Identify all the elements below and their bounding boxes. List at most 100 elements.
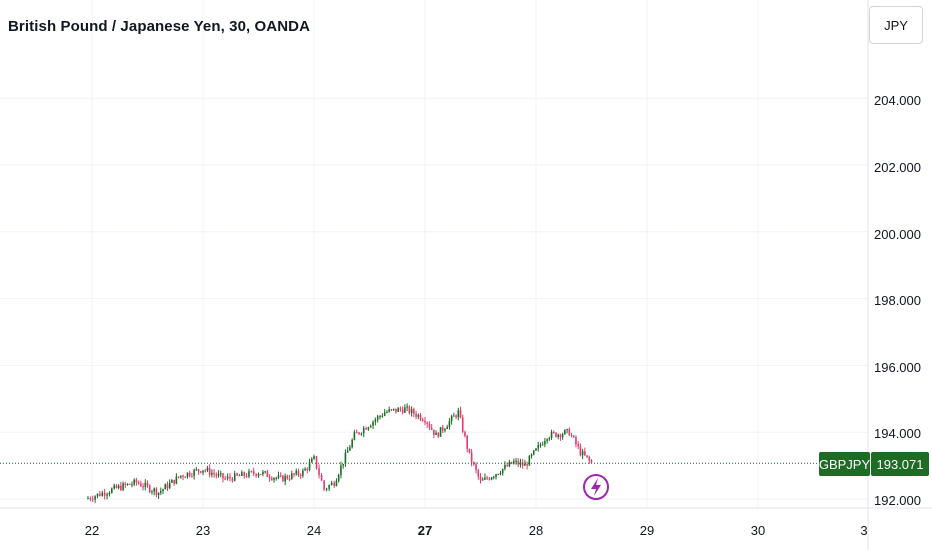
- candle-body: [126, 483, 129, 485]
- last-price-badge: GBPJPY 193.071: [819, 452, 929, 476]
- candle-body: [140, 483, 142, 487]
- candle-body: [266, 471, 269, 477]
- candle-body: [252, 471, 255, 474]
- candle-body: [530, 454, 533, 457]
- candle-body: [564, 430, 566, 435]
- candle-body: [362, 428, 365, 434]
- currency-button[interactable]: JPY: [869, 6, 923, 44]
- candle-body: [302, 470, 304, 476]
- candle-body: [446, 426, 448, 429]
- candle-body: [528, 456, 531, 466]
- candle-body: [546, 439, 548, 442]
- candle-body: [111, 488, 113, 493]
- candle-body: [197, 469, 200, 472]
- candle-body: [148, 485, 151, 492]
- candle-body: [291, 473, 293, 479]
- candle-body: [342, 463, 344, 466]
- candle-body: [399, 408, 402, 410]
- candle-body: [137, 482, 140, 484]
- candle-body: [421, 419, 424, 421]
- candle-body: [328, 485, 330, 489]
- candle-body: [262, 471, 264, 475]
- candle-body: [191, 475, 193, 477]
- candle-body: [358, 432, 360, 434]
- grid: [0, 0, 868, 508]
- candle-body: [215, 474, 218, 476]
- candle-body: [395, 408, 397, 412]
- candle-body: [433, 429, 435, 435]
- x-tick-label: 29: [640, 523, 654, 538]
- candle-body: [120, 485, 122, 491]
- candle-body: [461, 417, 464, 432]
- candle-body: [115, 485, 118, 488]
- candle-body: [241, 472, 243, 476]
- candle-body: [484, 477, 486, 480]
- y-tick-label: 192.000: [874, 493, 921, 508]
- candle-body: [222, 473, 224, 479]
- candle-body: [128, 483, 131, 485]
- time-axis[interactable]: 22 23 24 27 28 29 30 3: [85, 523, 868, 538]
- candle-body: [238, 475, 241, 477]
- candle-body: [250, 471, 253, 473]
- candle-body: [94, 496, 96, 500]
- candle-body: [245, 475, 248, 477]
- candle-body: [142, 486, 144, 488]
- x-tick-label: 27: [418, 523, 432, 538]
- candle-body: [255, 473, 257, 476]
- candle-body: [376, 416, 379, 420]
- candle-body: [365, 428, 367, 430]
- candle-body: [193, 469, 195, 476]
- candle-body: [259, 474, 262, 476]
- candle-body: [295, 470, 298, 475]
- candle-body: [419, 414, 422, 420]
- candle-body: [353, 432, 356, 440]
- candle-body: [195, 469, 198, 471]
- price-axis[interactable]: 204.000 202.000 200.000 198.000 196.000 …: [874, 93, 921, 508]
- y-tick-label: 204.000: [874, 93, 921, 108]
- candle-body: [288, 478, 291, 480]
- candle-body: [561, 434, 564, 438]
- lightning-icon[interactable]: [583, 474, 609, 500]
- candle-body: [160, 490, 162, 493]
- candle-body: [557, 434, 559, 437]
- candle-body: [89, 498, 92, 500]
- candle-body: [173, 479, 175, 484]
- candle-body: [286, 475, 289, 479]
- candle-body: [424, 420, 426, 423]
- candle-body: [340, 465, 342, 475]
- candle-body: [257, 474, 260, 476]
- candle-body: [406, 406, 408, 408]
- candle-body: [96, 493, 99, 497]
- candle-body: [559, 434, 562, 438]
- candle-body: [108, 492, 111, 495]
- candle-body: [133, 479, 135, 485]
- candle-body: [506, 465, 508, 467]
- candle-body: [330, 482, 333, 486]
- candle-body: [297, 470, 300, 475]
- candle-body: [470, 452, 473, 463]
- candle-body: [374, 419, 377, 422]
- candle-body: [208, 467, 211, 475]
- candle-body: [323, 480, 325, 490]
- candle-body: [392, 408, 395, 410]
- candle-body: [579, 446, 582, 456]
- candle-body: [135, 479, 138, 483]
- candle-body: [320, 475, 323, 481]
- candle-body: [415, 413, 417, 417]
- candle-body: [475, 464, 477, 471]
- candle-body: [501, 468, 504, 474]
- candle-body: [486, 477, 488, 479]
- candle-body: [435, 432, 437, 435]
- x-tick-label: 23: [196, 523, 210, 538]
- candle-body: [541, 444, 544, 446]
- candle-body: [231, 478, 234, 481]
- candle-body: [99, 493, 101, 496]
- candle-body: [162, 489, 164, 491]
- candle-body: [369, 425, 372, 428]
- candle-body: [521, 462, 524, 466]
- candle-body: [157, 492, 160, 495]
- candle-body: [243, 472, 246, 476]
- candle-body: [544, 441, 546, 445]
- candle-body: [539, 444, 542, 446]
